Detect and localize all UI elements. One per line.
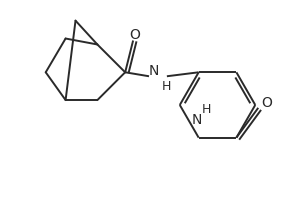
- Text: N: N: [191, 113, 202, 127]
- Text: O: O: [130, 28, 140, 42]
- Text: H: H: [162, 80, 172, 93]
- Text: H: H: [202, 103, 211, 116]
- Text: N: N: [148, 64, 159, 78]
- Text: O: O: [261, 96, 272, 110]
